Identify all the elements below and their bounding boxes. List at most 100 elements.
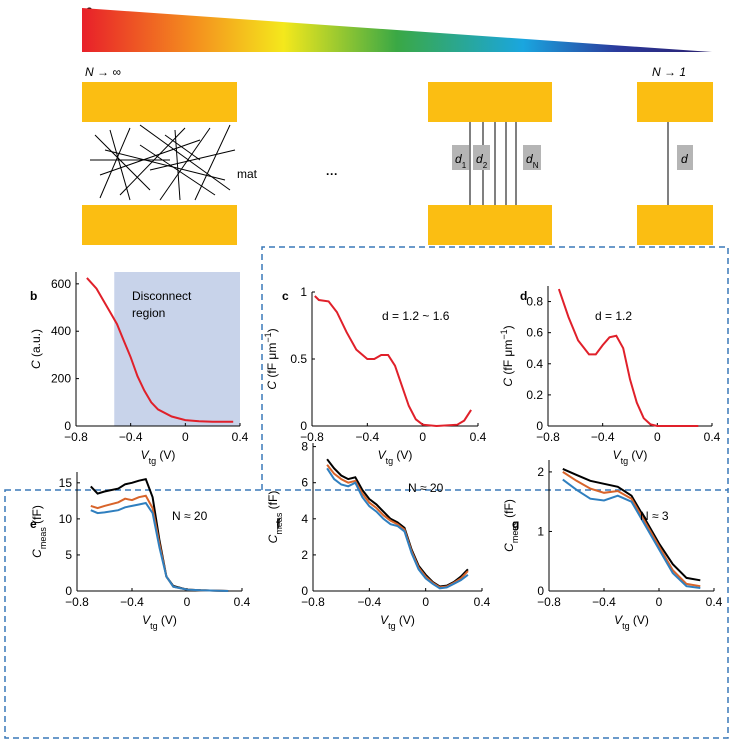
wire-subscript: 1 (462, 161, 467, 170)
x-tick-label: 0 (182, 430, 189, 444)
panel-label: e (30, 517, 37, 531)
x-axis-label: Vtg (V) (378, 448, 413, 466)
label-part: ) (265, 328, 279, 332)
label-part: C (30, 549, 44, 558)
x-axis-label: Vtg (V) (614, 613, 649, 631)
y-tick-label: 0.6 (526, 326, 543, 340)
y-tick-label: 8 (301, 440, 308, 454)
label-part: (a.u.) (29, 329, 43, 360)
label-part: C (502, 543, 516, 552)
label-part: (V) (396, 613, 415, 627)
panel-label: d (520, 289, 527, 303)
label-part: (fF μm (265, 343, 279, 381)
y-tick-label: 4 (301, 512, 308, 526)
x-tick-label: −0.8 (300, 430, 324, 444)
label-part: (V) (158, 613, 177, 627)
label-part: (V) (393, 448, 412, 462)
data-line (326, 458, 469, 588)
x-tick-label: 0.4 (470, 430, 487, 444)
y-axis-label: C (fF μm−1) (499, 325, 515, 386)
label-part: (fF) (502, 499, 516, 521)
x-axis-label: Vtg (V) (613, 448, 648, 466)
wire-subscript: N (533, 161, 539, 170)
y-tick-label: 6 (301, 476, 308, 490)
annotation: d = 1.2 ~ 1.6 (382, 309, 450, 323)
x-tick-label: 0 (422, 595, 429, 609)
x-tick-label: −0.4 (592, 595, 616, 609)
wire-symbol: d (681, 152, 688, 166)
data-line (562, 478, 701, 589)
data-line (326, 467, 469, 590)
x-tick-label: 0.4 (234, 595, 251, 609)
panel-label: f (276, 517, 281, 531)
y-tick-label: 0 (301, 584, 308, 598)
label-part: V (141, 448, 150, 462)
wire-label: d1 (455, 152, 467, 170)
x-tick-label: −0.8 (65, 595, 89, 609)
shaded-region (114, 272, 240, 426)
y-axis-label: Cmeas (fF) (266, 491, 284, 544)
y-tick-label: 0.5 (290, 352, 307, 366)
y-tick-label: 2 (301, 548, 308, 562)
y-tick-label: 200 (51, 372, 71, 386)
x-tick-label: 0.4 (474, 595, 491, 609)
label-part: −1 (263, 332, 273, 342)
nanowire-mat (90, 124, 236, 201)
x-tick-label: 0 (654, 430, 661, 444)
y-tick-label: 1 (300, 285, 307, 299)
data-line (90, 501, 229, 592)
annotation: N ≈ 20 (172, 509, 208, 523)
label-part: (fF) (30, 505, 44, 527)
data-line (562, 471, 701, 588)
y-tick-label: 0 (64, 419, 71, 433)
y-tick-label: 0.2 (526, 388, 543, 402)
label-part: tg (621, 456, 629, 466)
y-axis-label: Cmeas (fF) (30, 505, 48, 558)
wire-symbol: d (476, 152, 483, 166)
electrode (82, 82, 237, 122)
wire-label: d2 (476, 152, 488, 170)
label-part: (fF μm (501, 340, 515, 378)
x-tick-label: 0.4 (232, 430, 249, 444)
y-tick-label: 0 (300, 419, 307, 433)
y-tick-label: 1 (537, 524, 544, 538)
label-part: tg (622, 621, 630, 631)
label-part: tg (149, 456, 157, 466)
x-tick-label: −0.8 (536, 430, 560, 444)
label-part: (V) (630, 613, 649, 627)
dashed-frame (4, 246, 729, 739)
label-part: meas (38, 527, 48, 550)
data-line (562, 467, 701, 582)
wires (469, 122, 669, 205)
y-tick-label: 0.4 (526, 357, 543, 371)
x-tick-label: 0 (419, 430, 426, 444)
x-axis-label: Vtg (V) (141, 448, 176, 466)
label-part: C (266, 534, 280, 543)
panel-label: b (30, 289, 37, 303)
annotation: N ≈ 20 (408, 481, 444, 495)
x-tick-label: −0.4 (591, 430, 615, 444)
data-line (314, 295, 472, 428)
label-part: V (614, 613, 623, 627)
x-axis-label: Vtg (V) (380, 613, 415, 631)
x-tick-label: 0 (656, 595, 663, 609)
annotation: d = 1.2 (595, 309, 632, 323)
label-part: V (142, 613, 151, 627)
y-tick-label: 600 (51, 277, 71, 291)
x-tick-label: −0.4 (119, 430, 143, 444)
label-part: C (29, 360, 43, 369)
electrode (637, 205, 713, 245)
y-tick-label: 15 (59, 476, 73, 490)
electrode (428, 205, 552, 245)
y-tick-label: 10 (59, 512, 73, 526)
panel-label: c (282, 289, 289, 303)
electrode (428, 82, 552, 122)
wire-label: dN (526, 152, 539, 170)
y-axis-label: Cmeas (fF) (502, 499, 520, 552)
panel-label: g (512, 517, 519, 531)
label-part: ) (501, 325, 515, 329)
y-tick-label: 400 (51, 324, 71, 338)
x-tick-label: −0.8 (64, 430, 88, 444)
